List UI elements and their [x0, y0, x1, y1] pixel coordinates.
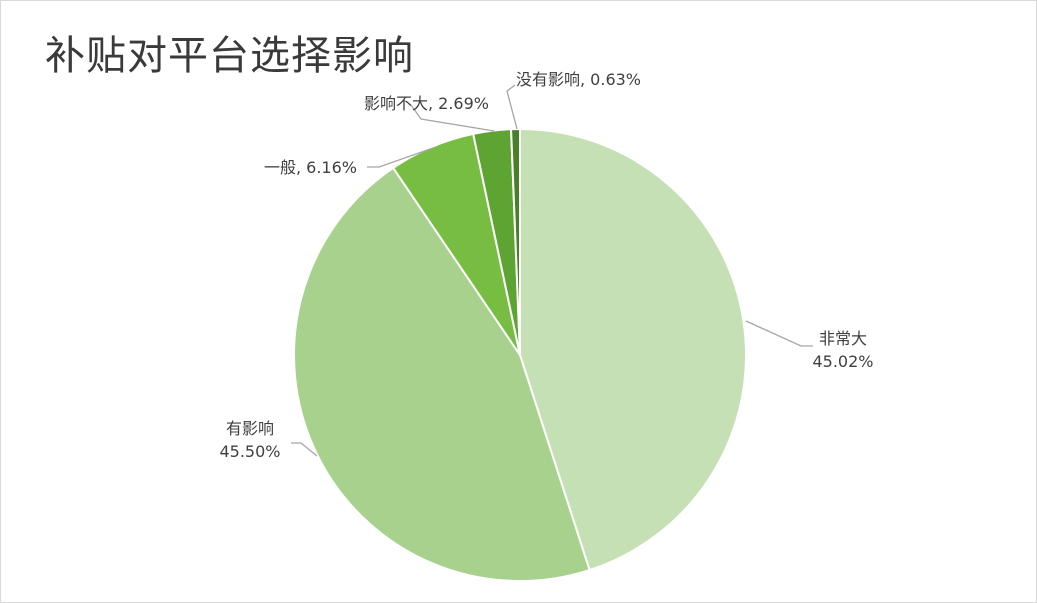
data-label-value-0: 45.02%	[812, 352, 873, 371]
data-label-0: 非常大 45.02%	[812, 329, 873, 371]
leader-line-0	[745, 320, 813, 347]
data-label-1: 有影响 45.50%	[219, 419, 280, 461]
chart-title: 补贴对平台选择影响	[45, 33, 414, 79]
leader-line-2	[367, 147, 434, 168]
data-label-3: 影响不大, 2.69%	[364, 94, 489, 113]
data-label-name-0: 非常大	[819, 329, 867, 348]
leader-line-3	[410, 104, 495, 132]
data-label-name-1: 有影响	[226, 419, 274, 438]
pie-slice-0	[519, 128, 747, 572]
pie-slice-4	[510, 128, 521, 356]
data-label-2: 一般, 6.16%	[264, 158, 357, 177]
data-label-value-1: 45.50%	[219, 442, 280, 461]
leader-line-4	[506, 84, 518, 130]
pie-slice-1	[293, 166, 591, 582]
data-label-4: 没有影响, 0.63%	[516, 70, 641, 89]
leader-line-1	[291, 442, 318, 457]
